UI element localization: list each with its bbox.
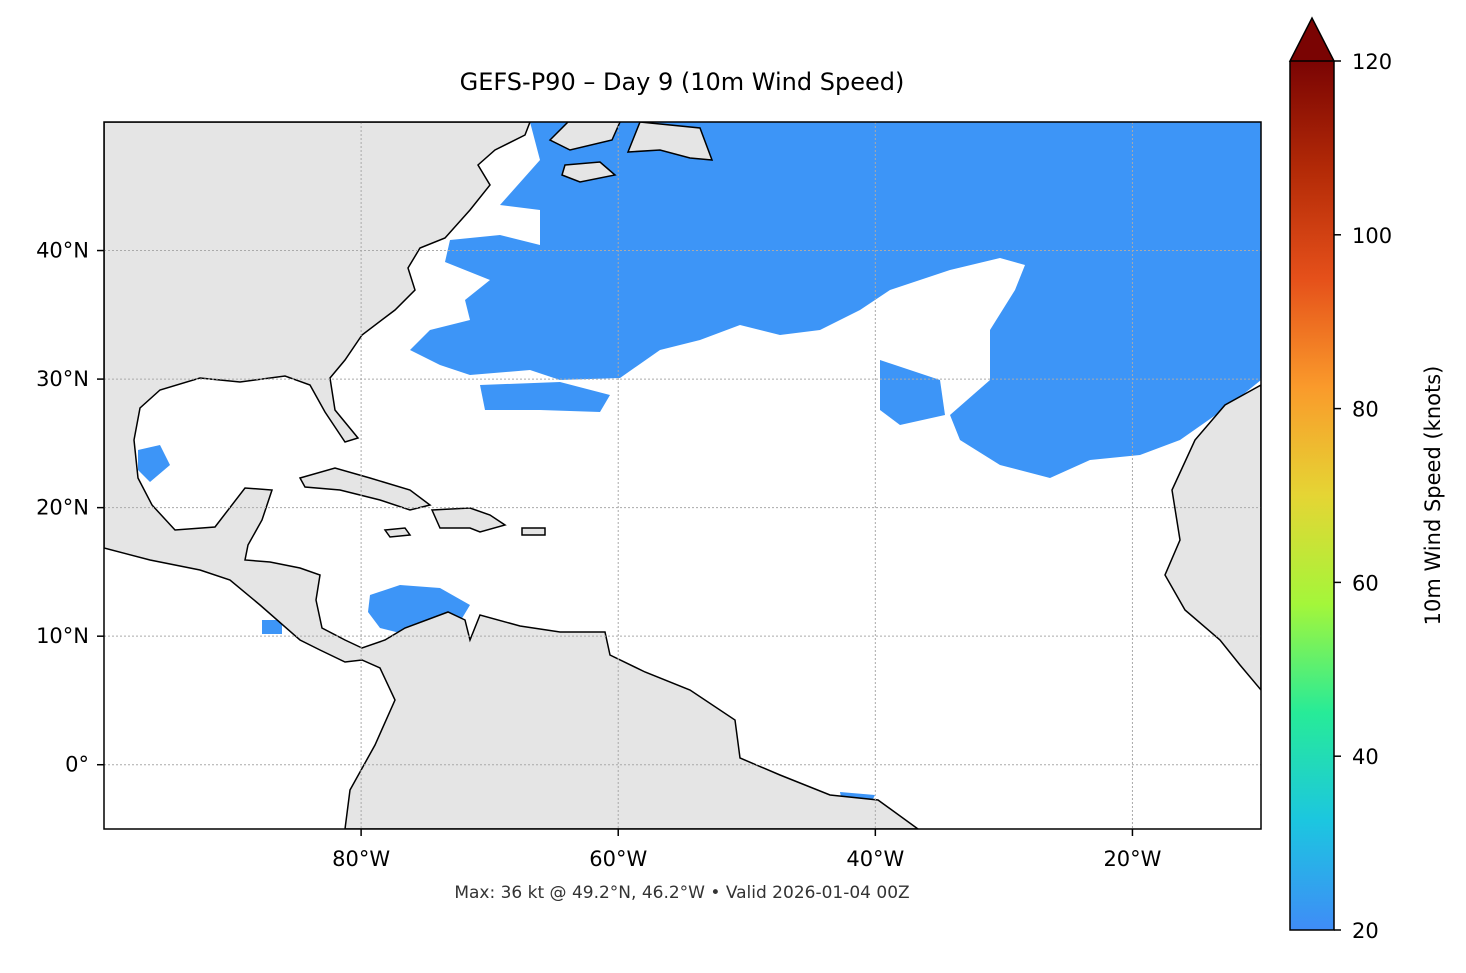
x-tick-label: 60°W bbox=[589, 847, 647, 871]
plot-frame bbox=[103, 121, 1262, 830]
colorbar-extend bbox=[1288, 16, 1336, 62]
y-tick-label: 20°N bbox=[36, 496, 89, 520]
colorbar-label: 10m Wind Speed (knots) bbox=[1421, 366, 1445, 626]
wind-field bbox=[480, 382, 610, 412]
colorbar-tick-label: 60 bbox=[1352, 571, 1379, 595]
wind-field bbox=[880, 360, 945, 425]
land bbox=[104, 122, 920, 829]
land bbox=[430, 507, 507, 533]
colorbar-frame bbox=[1289, 61, 1335, 931]
y-tick-label: 0° bbox=[65, 753, 89, 777]
land bbox=[383, 527, 412, 538]
land bbox=[521, 527, 546, 536]
colorbar: 20 40 60 80 100 120 10m Wind Speed (knots) bbox=[1288, 16, 1445, 943]
y-tick-label: 40°N bbox=[36, 239, 89, 263]
land bbox=[548, 122, 621, 151]
y-tick-label: 10°N bbox=[36, 624, 89, 648]
land bbox=[626, 122, 714, 161]
x-tick-label: 20°W bbox=[1103, 847, 1161, 871]
grid bbox=[104, 122, 1261, 829]
footer-note: Max: 36 kt @ 49.2°N, 46.2°W • Valid 2026… bbox=[454, 883, 909, 903]
land bbox=[1164, 384, 1261, 692]
wind-field bbox=[262, 620, 282, 634]
map-title: GEFS-P90 – Day 9 (10m Wind Speed) bbox=[460, 68, 905, 96]
x-tick-label: 40°W bbox=[846, 847, 904, 871]
land bbox=[561, 161, 617, 183]
wind-field bbox=[138, 445, 170, 482]
colorbar-tick-label: 120 bbox=[1352, 50, 1392, 74]
colorbar-tick-label: 20 bbox=[1352, 919, 1379, 943]
x-tick-label: 80°W bbox=[332, 847, 390, 871]
y-tick-label: 30°N bbox=[36, 367, 89, 391]
colorbar-tick-label: 40 bbox=[1352, 745, 1379, 769]
colorbar-scale bbox=[1290, 61, 1334, 930]
colorbar-tick-label: 80 bbox=[1352, 398, 1379, 422]
map-area bbox=[104, 122, 1261, 829]
wind-field bbox=[410, 122, 1261, 478]
axes: 80°W 60°W 40°W 20°W 0° 10°N 20°N 30°N 40°N bbox=[36, 239, 1162, 871]
colorbar-tick-label: 100 bbox=[1352, 224, 1392, 248]
